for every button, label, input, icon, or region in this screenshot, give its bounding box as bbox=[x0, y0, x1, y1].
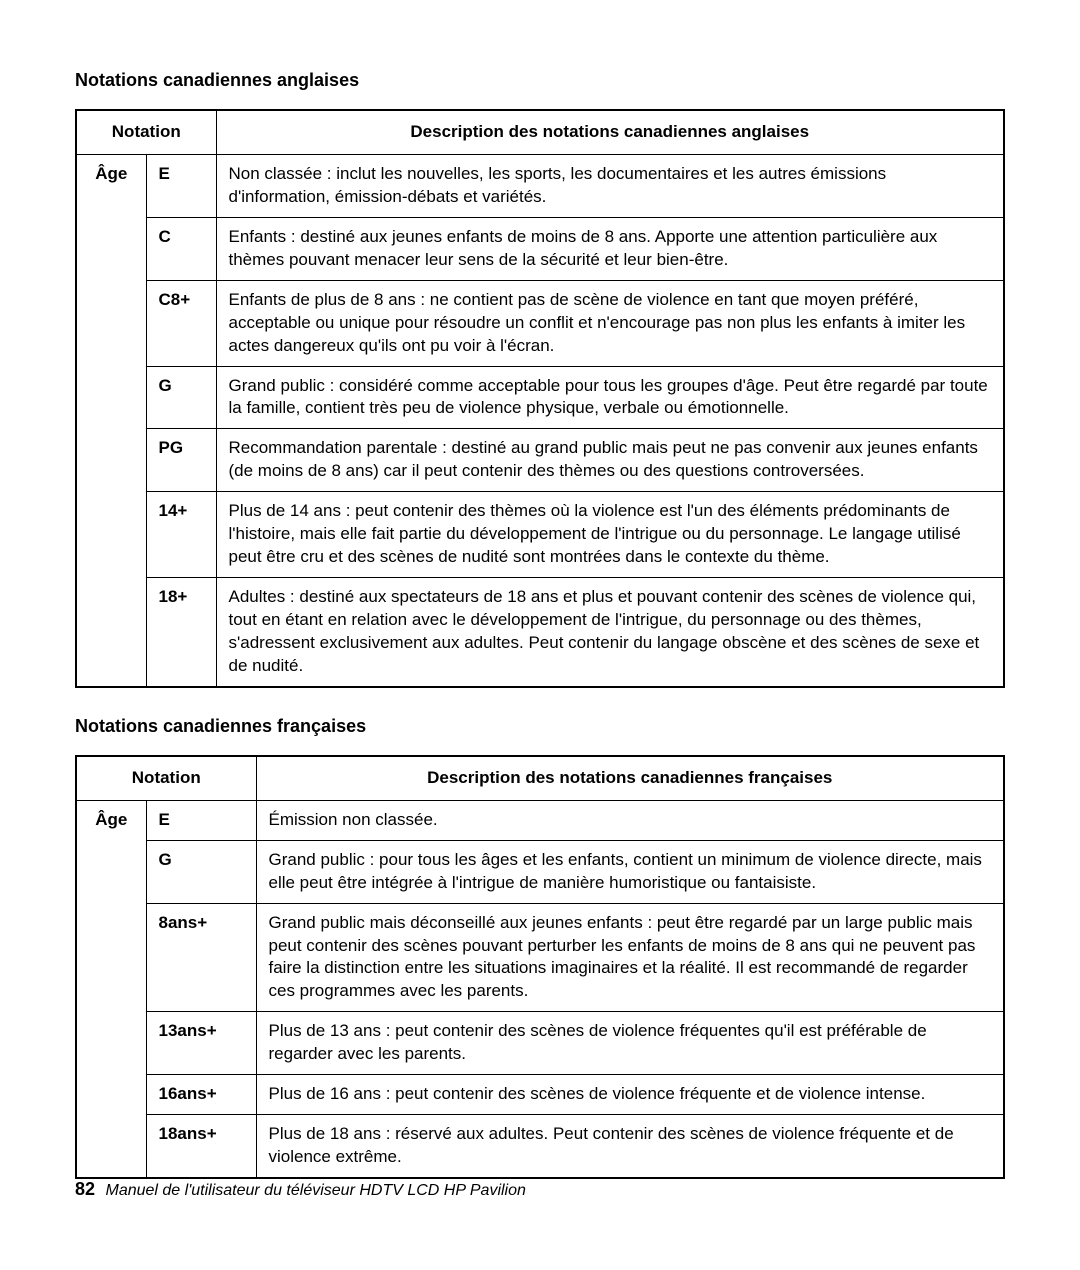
section1-title: Notations canadiennes anglaises bbox=[75, 70, 1005, 91]
rating-desc: Recommandation parentale : destiné au gr… bbox=[216, 429, 1004, 492]
rating-code: 16ans+ bbox=[146, 1075, 256, 1115]
rating-code: C bbox=[146, 217, 216, 280]
rating-code: E bbox=[146, 800, 256, 840]
table-row: Âge E Non classée : inclut les nouvelles… bbox=[76, 154, 1004, 217]
page-number: 82 bbox=[75, 1179, 95, 1199]
age-label: Âge bbox=[76, 154, 146, 686]
table-row: 16ans+ Plus de 16 ans : peut contenir de… bbox=[76, 1075, 1004, 1115]
rating-code: 18ans+ bbox=[146, 1115, 256, 1178]
rating-desc: Émission non classée. bbox=[256, 800, 1004, 840]
rating-code: E bbox=[146, 154, 216, 217]
table-row: 8ans+ Grand public mais déconseillé aux … bbox=[76, 903, 1004, 1012]
section2-title: Notations canadiennes françaises bbox=[75, 716, 1005, 737]
doc-title: Manuel de l'utilisateur du téléviseur HD… bbox=[105, 1182, 525, 1199]
rating-desc: Enfants : destiné aux jeunes enfants de … bbox=[216, 217, 1004, 280]
rating-code: C8+ bbox=[146, 280, 216, 366]
table-row: 13ans+ Plus de 13 ans : peut contenir de… bbox=[76, 1012, 1004, 1075]
rating-code: PG bbox=[146, 429, 216, 492]
rating-desc: Plus de 16 ans : peut contenir des scène… bbox=[256, 1075, 1004, 1115]
header-description: Description des notations canadiennes fr… bbox=[256, 756, 1004, 800]
table-row: C Enfants : destiné aux jeunes enfants d… bbox=[76, 217, 1004, 280]
header-notation: Notation bbox=[76, 110, 216, 154]
age-label: Âge bbox=[76, 800, 146, 1178]
table-french-ratings: Notation Description des notations canad… bbox=[75, 755, 1005, 1179]
table-row: C8+ Enfants de plus de 8 ans : ne contie… bbox=[76, 280, 1004, 366]
header-notation: Notation bbox=[76, 756, 256, 800]
rating-desc: Adultes : destiné aux spectateurs de 18 … bbox=[216, 578, 1004, 687]
rating-desc: Enfants de plus de 8 ans : ne contient p… bbox=[216, 280, 1004, 366]
rating-desc: Plus de 13 ans : peut contenir des scène… bbox=[256, 1012, 1004, 1075]
table-row: PG Recommandation parentale : destiné au… bbox=[76, 429, 1004, 492]
rating-code: 18+ bbox=[146, 578, 216, 687]
table-header-row: Notation Description des notations canad… bbox=[76, 110, 1004, 154]
page-footer: 82 Manuel de l'utilisateur du téléviseur… bbox=[75, 1179, 526, 1200]
table-row: G Grand public : considéré comme accepta… bbox=[76, 366, 1004, 429]
table-row: 18ans+ Plus de 18 ans : réservé aux adul… bbox=[76, 1115, 1004, 1178]
rating-code: 14+ bbox=[146, 492, 216, 578]
table-english-ratings: Notation Description des notations canad… bbox=[75, 109, 1005, 688]
table-row: 14+ Plus de 14 ans : peut contenir des t… bbox=[76, 492, 1004, 578]
rating-desc: Grand public mais déconseillé aux jeunes… bbox=[256, 903, 1004, 1012]
rating-code: 13ans+ bbox=[146, 1012, 256, 1075]
rating-code: 8ans+ bbox=[146, 903, 256, 1012]
rating-desc: Plus de 18 ans : réservé aux adultes. Pe… bbox=[256, 1115, 1004, 1178]
table-row: Âge E Émission non classée. bbox=[76, 800, 1004, 840]
page: Notations canadiennes anglaises Notation… bbox=[0, 0, 1080, 1270]
table-row: 18+ Adultes : destiné aux spectateurs de… bbox=[76, 578, 1004, 687]
rating-code: G bbox=[146, 366, 216, 429]
rating-desc: Grand public : pour tous les âges et les… bbox=[256, 840, 1004, 903]
rating-desc: Non classée : inclut les nouvelles, les … bbox=[216, 154, 1004, 217]
header-description: Description des notations canadiennes an… bbox=[216, 110, 1004, 154]
rating-desc: Plus de 14 ans : peut contenir des thème… bbox=[216, 492, 1004, 578]
table-row: G Grand public : pour tous les âges et l… bbox=[76, 840, 1004, 903]
table-header-row: Notation Description des notations canad… bbox=[76, 756, 1004, 800]
rating-code: G bbox=[146, 840, 256, 903]
rating-desc: Grand public : considéré comme acceptabl… bbox=[216, 366, 1004, 429]
